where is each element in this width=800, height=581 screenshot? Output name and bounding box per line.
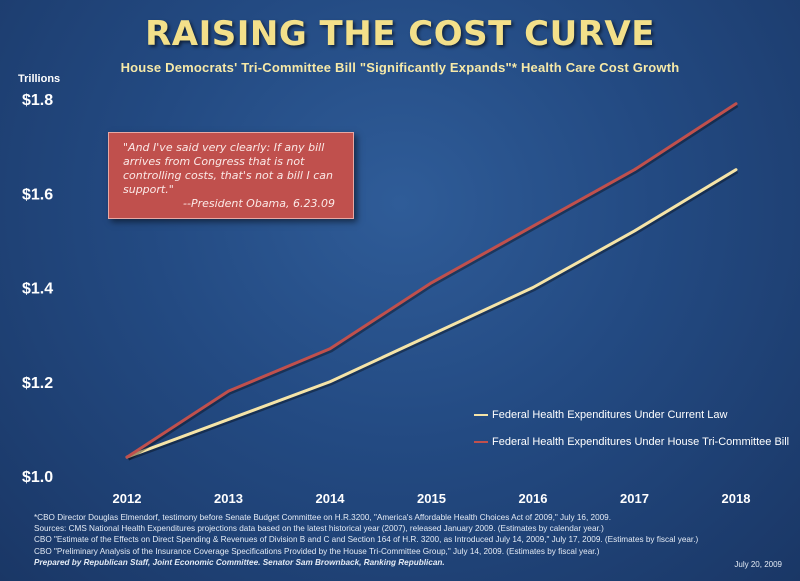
x-tick-label: 2012 xyxy=(113,491,142,506)
y-axis-ticks: $1.0 $1.2 $1.4 $1.6 $1.8 xyxy=(22,92,53,486)
series-line-tri-committee xyxy=(125,102,738,459)
y-tick-label: $1.2 xyxy=(22,375,53,392)
x-tick-label: 2017 xyxy=(620,491,649,506)
y-tick-label: $1.6 xyxy=(22,186,53,203)
footnote-4: CBO "Preliminary Analysis of the Insuran… xyxy=(34,546,600,556)
chart-subtitle: House Democrats' Tri-Committee Bill "Sig… xyxy=(120,60,680,75)
y-tick-label: $1.8 xyxy=(22,92,53,109)
legend-item-current-law: Federal Health Expenditures Under Curren… xyxy=(474,408,789,421)
publish-date: July 20, 2009 xyxy=(734,560,782,569)
legend-item-tri-committee: Federal Health Expenditures Under House … xyxy=(474,435,789,448)
series-line-current-law xyxy=(125,168,738,459)
prepared-by: Prepared by Republican Staff, Joint Econ… xyxy=(34,557,445,567)
series-lines xyxy=(125,102,739,461)
y-tick-label: $1.4 xyxy=(22,281,53,298)
x-tick-label: 2013 xyxy=(214,491,243,506)
x-tick-label: 2016 xyxy=(519,491,548,506)
x-tick-label: 2014 xyxy=(316,491,346,506)
chart-legend: Federal Health Expenditures Under Curren… xyxy=(474,408,789,462)
series-line-shadow xyxy=(127,170,739,461)
y-axis-label: Trillions xyxy=(18,73,60,85)
legend-swatch-current-law xyxy=(474,413,488,416)
quote-box: "And I've said very clearly: If any bill… xyxy=(108,132,354,219)
chart-title: RAISING THE COST CURVE xyxy=(145,14,655,54)
y-tick-label: $1.0 xyxy=(22,469,53,486)
footnote-3: CBO "Estimate of the Effects on Direct S… xyxy=(34,535,699,545)
quote-attribution: --President Obama, 6.23.09 xyxy=(183,197,335,210)
x-tick-label: 2018 xyxy=(722,491,751,506)
footnote-2: Sources: CMS National Health Expenditure… xyxy=(34,524,604,534)
series-line-shadow xyxy=(127,104,739,461)
x-axis-ticks: 2012 2013 2014 2015 2016 2017 2018 xyxy=(113,491,751,506)
legend-label-tri-committee: Federal Health Expenditures Under House … xyxy=(492,435,790,448)
footnote-1: *CBO Director Douglas Elmendorf, testimo… xyxy=(34,513,612,522)
legend-swatch-tri-committee xyxy=(474,440,488,443)
legend-label-current-law: Federal Health Expenditures Under Curren… xyxy=(492,408,728,421)
footnotes: *CBO Director Douglas Elmendorf, testimo… xyxy=(34,512,784,568)
x-tick-label: 2015 xyxy=(417,491,446,506)
quote-text: "And I've said very clearly: If any bill… xyxy=(123,141,333,196)
